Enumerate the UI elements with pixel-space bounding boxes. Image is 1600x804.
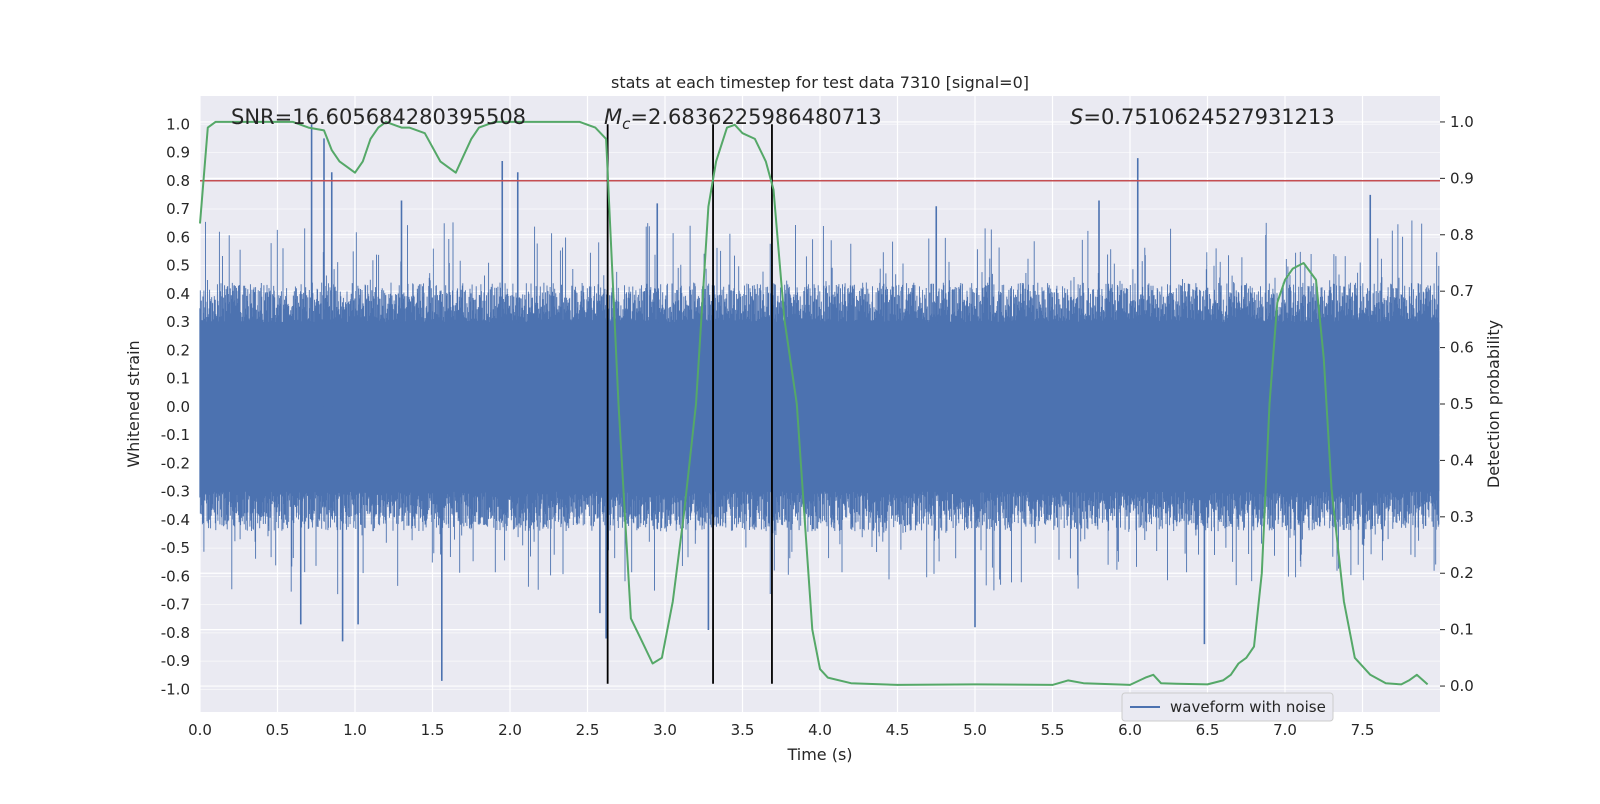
x-tick-label: 4.0 [808,721,832,739]
right-tick-label: 0.9 [1450,169,1474,187]
chirp-mass-annotation: Mc=2.6836225986480713 [604,105,882,133]
score-value: =0.7510624527931213 [1083,105,1334,129]
right-tick-label: 0.5 [1450,395,1474,413]
overlay-layer [200,124,1440,684]
chirp-mass-value: =2.6836225986480713 [630,105,881,129]
chirp-mass-subscript: c [622,115,631,133]
left-tick-label: 0.1 [166,370,190,388]
x-tick-label: 2.0 [498,721,522,739]
x-tick-label: 1.5 [421,721,445,739]
chirp-mass-symbol: M [604,105,622,129]
x-tick-label: 7.5 [1351,721,1375,739]
y-axis-label-left: Whitened strain [124,340,143,467]
x-axis-label: Time (s) [786,745,852,764]
right-tick-label: 1.0 [1450,113,1474,131]
left-tick-label: 0.9 [166,144,190,162]
probability-series [199,120,1429,686]
right-tick-label: 0.3 [1450,508,1474,526]
legend-box [1121,692,1334,722]
x-tick-label: 2.5 [576,721,600,739]
left-tick-label: -0.2 [161,454,190,472]
x-tick-label: 5.5 [1041,721,1065,739]
left-tick-label: 1.0 [166,115,190,133]
detection-probability-line [199,120,1429,686]
x-tick-label: 6.0 [1118,721,1142,739]
score-annotation: S=0.7510624527931213 [1070,105,1335,129]
left-tick-label: -0.5 [161,539,190,557]
legend-label-waveform: waveform with noise [1170,698,1326,716]
x-tick-label: 3.0 [653,721,677,739]
left-tick-label: 0.3 [166,313,190,331]
waveform-core-band [200,322,1440,492]
left-tick-label: -1.0 [161,680,190,698]
left-tick-label: -0.3 [161,483,190,501]
legend: waveform with noise [1121,692,1334,722]
left-tick-label: 0.6 [166,228,190,246]
left-tick-label: 0.7 [166,200,190,218]
right-tick-label: 0.2 [1450,564,1474,582]
x-tick-label: 6.5 [1196,721,1220,739]
left-tick-label: 0.5 [166,257,190,275]
x-tick-label: 0.0 [188,721,212,739]
right-tick-label: 0.8 [1450,226,1474,244]
left-tick-label: -0.6 [161,567,190,585]
left-tick-label: -0.7 [161,596,190,614]
left-tick-label: 0.8 [166,172,190,190]
chart-title: stats at each timestep for test data 731… [611,73,1029,92]
y-axis-label-right: Detection probability [1484,320,1503,488]
x-tick-label: 4.5 [886,721,910,739]
right-tick-label: 0.6 [1450,339,1474,357]
ticks-layer: 0.0 0.5 1.0 1.5 2.0 2.5 3.0 3.5 4.0 4.5 5.0 5.5 6.0 6… [161,113,1474,739]
score-symbol: S [1070,105,1083,129]
x-tick-label: 3.5 [731,721,755,739]
x-tick-label: 0.5 [266,721,290,739]
left-tick-label: 0.2 [166,341,190,359]
left-tick-label: -0.8 [161,624,190,642]
left-tick-label: 0.0 [166,398,190,416]
left-tick-label: -0.4 [161,511,190,529]
right-tick-label: 0.1 [1450,621,1474,639]
right-tick-label: 0.7 [1450,282,1474,300]
right-tick-label: 0.4 [1450,451,1474,469]
right-tick-label: 0.0 [1450,677,1474,695]
waveform-series [199,124,1440,681]
x-tick-label: 5.0 [963,721,987,739]
snr-annotation: SNR=16.605684280395508 [231,105,526,129]
left-tick-label: 0.4 [166,285,190,303]
left-tick-label: -0.1 [161,426,190,444]
x-tick-label: 1.0 [343,721,367,739]
left-tick-label: -0.9 [161,652,190,670]
x-tick-label: 7.0 [1273,721,1297,739]
